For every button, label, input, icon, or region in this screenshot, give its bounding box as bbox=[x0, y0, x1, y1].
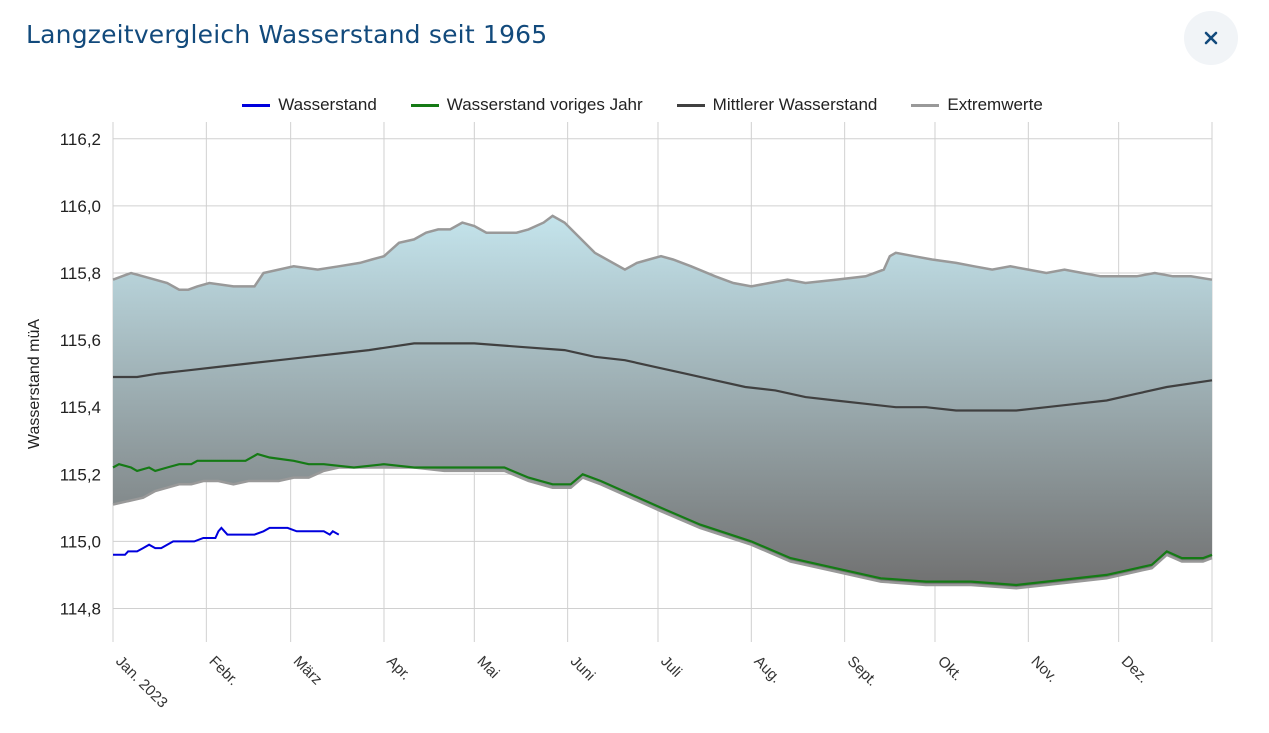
x-tick-label: Okt. bbox=[934, 653, 965, 684]
y-axis-title: Wasserstand müA bbox=[26, 319, 43, 449]
extremes-max-line bbox=[112, 214, 1213, 291]
x-tick-label: Dez. bbox=[1118, 653, 1152, 687]
x-axis-labels: Jan. 2023 Febr. März Apr. Mai Juni Juli Aug. Sep… bbox=[112, 653, 1151, 712]
mean-water-level-line bbox=[113, 342, 1213, 412]
x-tick-label: Aug. bbox=[750, 653, 784, 687]
x-tick-label: Sept. bbox=[844, 653, 881, 690]
page-title: Langzeitvergleich Wasserstand seit 1965 bbox=[26, 20, 548, 49]
legend-label-mittlerer: Mittlerer Wasserstand bbox=[712, 95, 878, 114]
legend-label-extremwerte: Extremwerte bbox=[947, 95, 1043, 114]
close-button[interactable] bbox=[1184, 11, 1238, 65]
y-axis-labels: 116,2 116,0 115,8 115,6 115,4 115,2 115,0 114,8 bbox=[60, 130, 101, 619]
legend-item-mittlerer-wasserstand[interactable]: Mittlerer Wasserstand bbox=[676, 92, 878, 118]
x-tick-label: Mai bbox=[473, 653, 502, 682]
extremes-min-line bbox=[112, 466, 1213, 590]
legend-label-voriges-jahr: Wasserstand voriges Jahr bbox=[446, 95, 643, 114]
last-year-water-level-line bbox=[112, 452, 1213, 587]
legend-swatch-voriges-jahr bbox=[410, 103, 439, 107]
legend-swatch-wasserstand bbox=[242, 103, 271, 107]
extremes-band bbox=[113, 215, 1212, 589]
x-tick-label: März bbox=[290, 653, 326, 689]
x-tick-label: Apr. bbox=[383, 653, 414, 684]
legend-swatch-extremwerte bbox=[911, 103, 940, 107]
current-water-level-line bbox=[113, 526, 340, 556]
legend-item-voriges-jahr[interactable]: Wasserstand voriges Jahr bbox=[410, 92, 643, 118]
close-icon bbox=[1204, 31, 1218, 45]
x-tick-label: Febr. bbox=[206, 653, 242, 689]
legend-item-wasserstand[interactable]: Wasserstand bbox=[242, 92, 377, 118]
x-tick-label: Jan. 2023 bbox=[112, 653, 171, 712]
y-tick-label: 114,8 bbox=[60, 599, 101, 618]
y-tick-label: 115,4 bbox=[60, 398, 101, 417]
x-tick-label: Juli bbox=[657, 653, 685, 681]
chart-legend: Wasserstand Wasserstand voriges Jahr Mit… bbox=[0, 92, 1269, 118]
y-tick-label: 115,6 bbox=[60, 331, 101, 350]
y-tick-label: 116,0 bbox=[60, 197, 101, 216]
y-tick-label: 115,0 bbox=[60, 532, 101, 551]
y-tick-label: 115,8 bbox=[60, 264, 101, 283]
x-tick-label: Juni bbox=[567, 653, 598, 684]
legend-item-extremwerte[interactable]: Extremwerte bbox=[911, 92, 1043, 118]
legend-swatch-mittlerer bbox=[676, 103, 705, 107]
y-tick-label: 115,2 bbox=[60, 465, 101, 484]
y-tick-label: 116,2 bbox=[60, 130, 101, 149]
legend-label-wasserstand: Wasserstand bbox=[278, 95, 377, 114]
x-tick-label: Nov. bbox=[1028, 653, 1061, 686]
